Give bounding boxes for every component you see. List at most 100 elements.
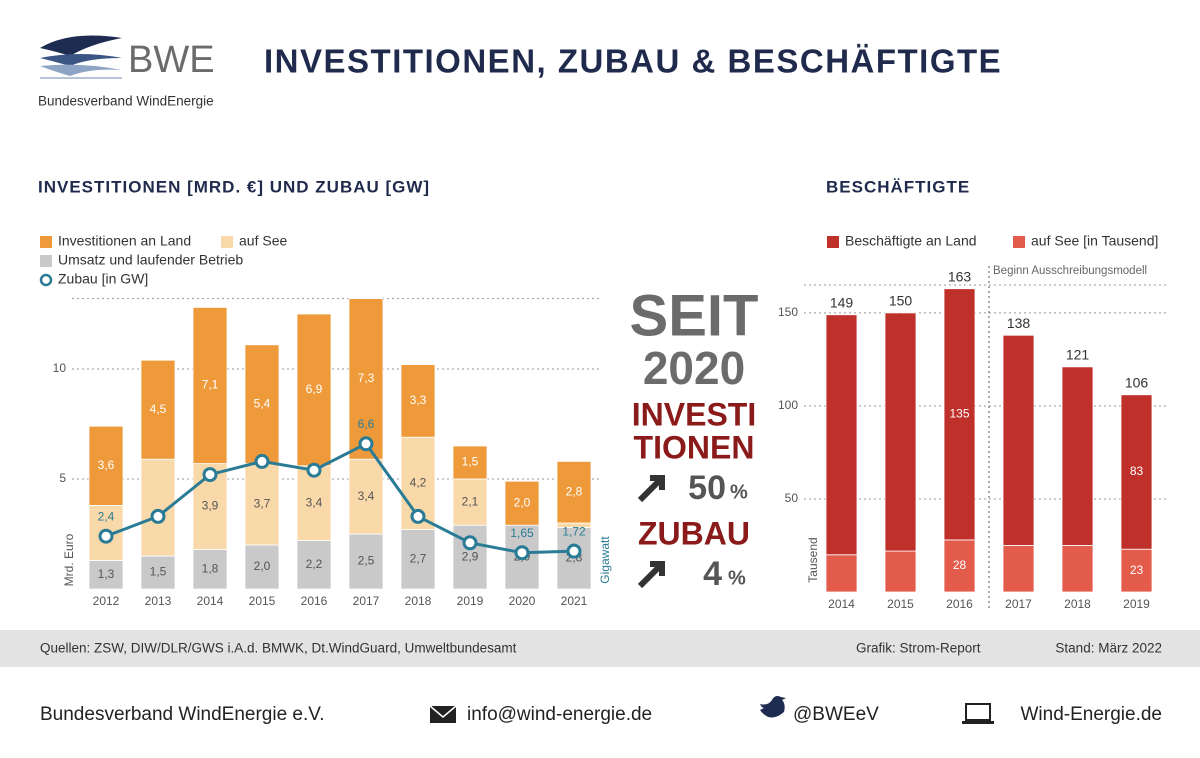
y2-axis-label: Gigawatt: [598, 536, 612, 584]
bar-segment: [452, 445, 488, 480]
callout: SEIT 2020 INVESTI TIONEN 50 % ZUBAU 4 %: [630, 283, 759, 593]
bar-segment: [556, 460, 592, 524]
date: Stand: März 2022: [1055, 641, 1162, 656]
legend-label: Investitionen an Land: [58, 233, 191, 249]
y-tick-label: 50: [785, 491, 799, 505]
total-label: 149: [830, 294, 854, 310]
data-label: 3,7: [254, 496, 271, 510]
x-tick-label: 2013: [145, 594, 172, 608]
bar-segment: [400, 529, 436, 590]
data-label: 2,8: [566, 484, 583, 498]
bar-segment: [1002, 334, 1035, 546]
line-label: 2,4: [98, 509, 115, 523]
logo-text: BWE: [128, 39, 215, 81]
x-tick-label: 2018: [405, 594, 432, 608]
total-label: 138: [1007, 315, 1031, 331]
graphic-credit: Grafik: Strom-Report: [856, 641, 981, 656]
callout-value: 4: [703, 555, 722, 593]
line-point: [98, 528, 114, 544]
x-tick-label: 2018: [1064, 597, 1091, 611]
line-point: [202, 467, 218, 483]
logo-mark: [40, 35, 122, 79]
data-label: 4,5: [150, 402, 167, 416]
legend-swatch: [40, 236, 52, 248]
total-label: 163: [948, 268, 972, 284]
bar-segment: [1061, 366, 1094, 546]
line-point: [514, 545, 530, 561]
legend-label: auf See [in Tausend]: [1031, 233, 1158, 249]
line-point: [410, 508, 426, 524]
data-label: 1,3: [98, 567, 115, 581]
chart-title: BESCHÄFTIGTE: [826, 177, 970, 196]
line-point: [254, 453, 270, 469]
callout-text: ZUBAU: [638, 515, 750, 551]
contact-email[interactable]: info@wind-energie.de: [467, 704, 652, 725]
legend-swatch: [827, 236, 839, 248]
data-label: 6,9: [306, 382, 323, 396]
legend-swatch: [221, 236, 233, 248]
data-label: 3,6: [98, 458, 115, 472]
total-label: 106: [1125, 374, 1149, 390]
bar-segment: [140, 359, 176, 460]
data-label: 2,1: [462, 494, 479, 508]
bar-segment: [504, 480, 540, 526]
data-label: 83: [1130, 464, 1144, 478]
data-label: 3,3: [410, 393, 427, 407]
arrow-icon: [637, 475, 665, 503]
legend-label: Beschäftigte an Land: [845, 233, 977, 249]
data-label: 7,3: [358, 371, 375, 385]
chart-title: INVESTITIONEN [MRD. €] UND ZUBAU [GW]: [38, 177, 430, 196]
page-title: INVESTITIONEN, ZUBAU & BESCHÄFTIGTE: [264, 43, 1002, 80]
data-label: 7,1: [202, 378, 219, 392]
contact-twitter[interactable]: @BWEeV: [793, 704, 879, 725]
bar-segment: [1061, 545, 1094, 593]
x-tick-label: 2012: [93, 594, 120, 608]
x-tick-label: 2019: [457, 594, 484, 608]
data-label: 2,0: [514, 495, 531, 509]
x-tick-label: 2021: [561, 594, 588, 608]
line-label: 1,72: [562, 524, 586, 538]
line-label: 6,6: [358, 417, 375, 431]
callout-value: 50: [688, 469, 726, 507]
data-label: 1,5: [462, 455, 479, 469]
callout-unit: %: [730, 481, 748, 503]
x-tick-label: 2016: [946, 597, 973, 611]
data-label: 2,5: [358, 554, 375, 568]
y-axis-label: Mrd. Euro: [62, 533, 76, 586]
bar-segment: [943, 539, 976, 593]
contact-org: Bundesverband WindEnergie e.V.: [40, 704, 325, 725]
bar-segment: [244, 544, 280, 590]
bar-segment: [88, 425, 124, 506]
bar-segment: [244, 463, 280, 546]
x-tick-label: 2017: [353, 594, 380, 608]
org-name: Bundesverband WindEnergie: [38, 94, 214, 109]
legend-label: Umsatz und laufender Betrieb: [58, 252, 243, 268]
data-label: 5,4: [254, 396, 271, 410]
bar-segment: [1120, 394, 1153, 550]
arrow-icon: [637, 561, 665, 589]
bar-segment: [296, 465, 332, 541]
data-label: 3,4: [306, 495, 323, 509]
legend-swatch: [40, 255, 52, 267]
bar-segment: [348, 298, 384, 460]
x-tick-label: 2017: [1005, 597, 1032, 611]
line-point: [566, 543, 582, 559]
total-label: 150: [889, 293, 913, 309]
line-point: [306, 462, 322, 478]
bar-segment: [296, 540, 332, 590]
data-label: 2,9: [462, 549, 479, 563]
bar-segment: [825, 554, 858, 593]
line-point: [358, 436, 374, 452]
data-label: 1,5: [150, 565, 167, 579]
y-axis-label: Tausend: [806, 537, 820, 582]
x-tick-label: 2015: [887, 597, 914, 611]
x-tick-label: 2015: [249, 594, 276, 608]
data-label: 135: [949, 406, 969, 420]
y-tick-label: 150: [778, 305, 798, 319]
twitter-icon: [760, 696, 786, 718]
contact-web[interactable]: Wind-Energie.de: [1020, 704, 1162, 725]
callout-text: SEIT: [630, 283, 759, 348]
data-label: 23: [1130, 563, 1144, 577]
